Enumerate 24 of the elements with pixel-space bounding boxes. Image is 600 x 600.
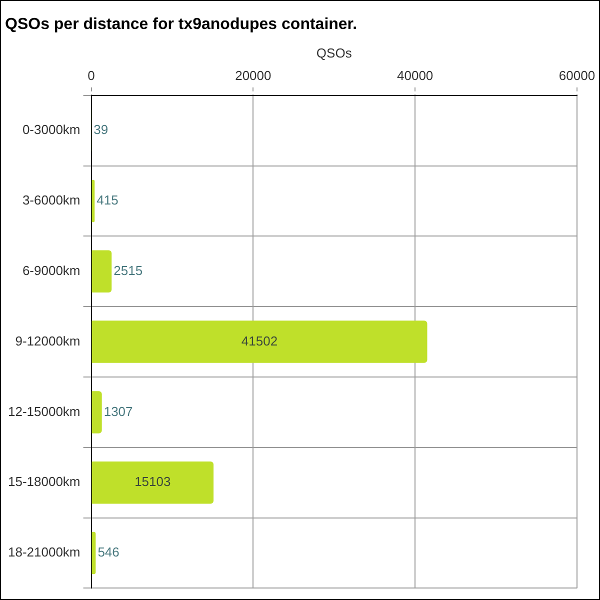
data-label: 15103 — [134, 474, 171, 490]
data-label: 2515 — [114, 262, 143, 278]
y-tick-label: 6-9000km — [22, 262, 80, 278]
x-tick-label: 20000 — [235, 68, 272, 84]
bar — [92, 391, 102, 434]
chart-title: QSOs per distance for tx9anodupes container. — [5, 16, 358, 34]
data-label: 39 — [94, 122, 108, 138]
data-label: 41502 — [241, 333, 278, 348]
data-label: 546 — [98, 544, 120, 560]
bar — [92, 320, 428, 363]
y-tick-label: 15-18000km — [8, 474, 80, 490]
y-tick-label: 9-12000km — [15, 333, 80, 348]
bar — [92, 250, 112, 293]
data-label: 415 — [96, 192, 118, 208]
y-tick-label: 0-3000km — [22, 122, 80, 138]
y-tick-label: 12-15000km — [8, 404, 80, 419]
bar — [92, 461, 214, 504]
data-label: 1307 — [104, 404, 133, 419]
y-tick-label: 3-6000km — [22, 192, 80, 208]
x-tick-label: 40000 — [397, 68, 434, 84]
x-axis-title: QSOs — [316, 46, 352, 61]
x-tick-label: 60000 — [558, 68, 596, 84]
x-tick-label: 0 — [88, 68, 95, 84]
y-tick-label: 18-21000km — [8, 544, 80, 560]
